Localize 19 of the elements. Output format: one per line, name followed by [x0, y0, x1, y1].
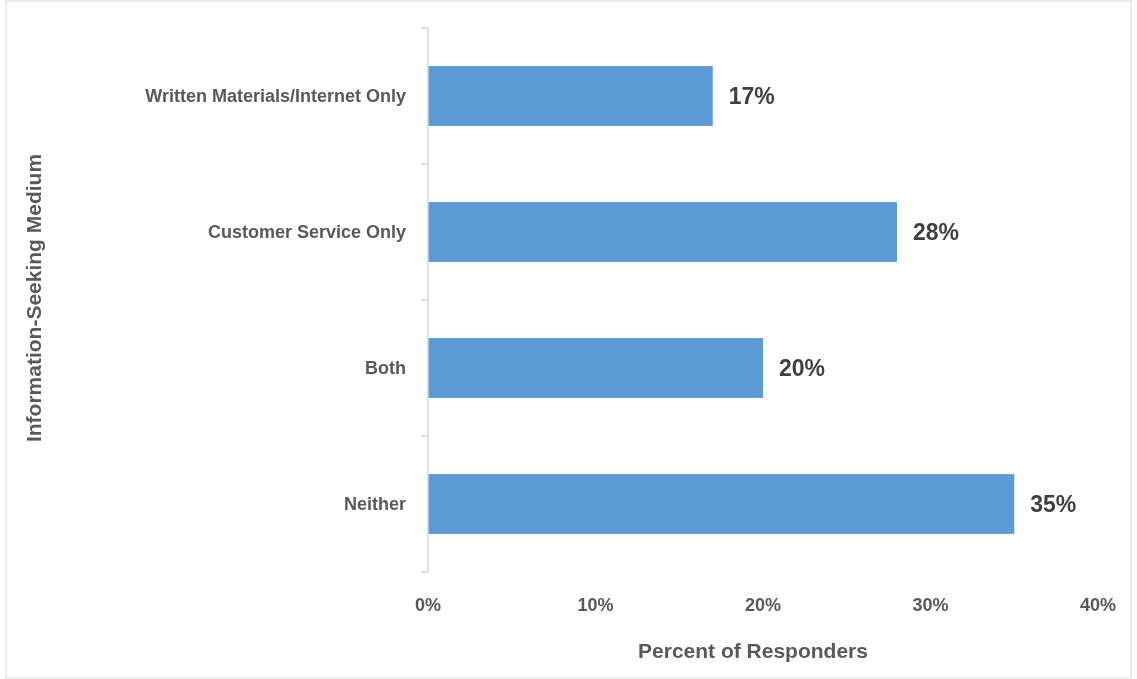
- bar: [428, 202, 897, 262]
- x-tick-label: 10%: [577, 595, 614, 615]
- x-tick-label: 30%: [912, 595, 949, 615]
- bar: [428, 474, 1015, 534]
- x-tick-label: 40%: [1079, 595, 1117, 615]
- x-axis-title: Percent of Responders: [638, 639, 868, 663]
- data-label: 17%: [728, 83, 775, 110]
- x-tick-label: 0%: [414, 595, 442, 615]
- data-label: 20%: [779, 355, 826, 382]
- data-label: 35%: [1030, 491, 1077, 518]
- x-tick-label: 20%: [744, 595, 782, 615]
- bar: [428, 338, 763, 398]
- y-tick-label: Written Materials/Internet Only: [145, 86, 406, 107]
- y-tick-label: Customer Service Only: [207, 222, 406, 243]
- y-tick-label: Both: [365, 358, 406, 379]
- y-axis-title: Information-Seeking Medium: [22, 153, 46, 443]
- bar: [428, 66, 713, 126]
- data-label: 28%: [913, 219, 960, 246]
- y-tick-label: Neither: [343, 494, 406, 515]
